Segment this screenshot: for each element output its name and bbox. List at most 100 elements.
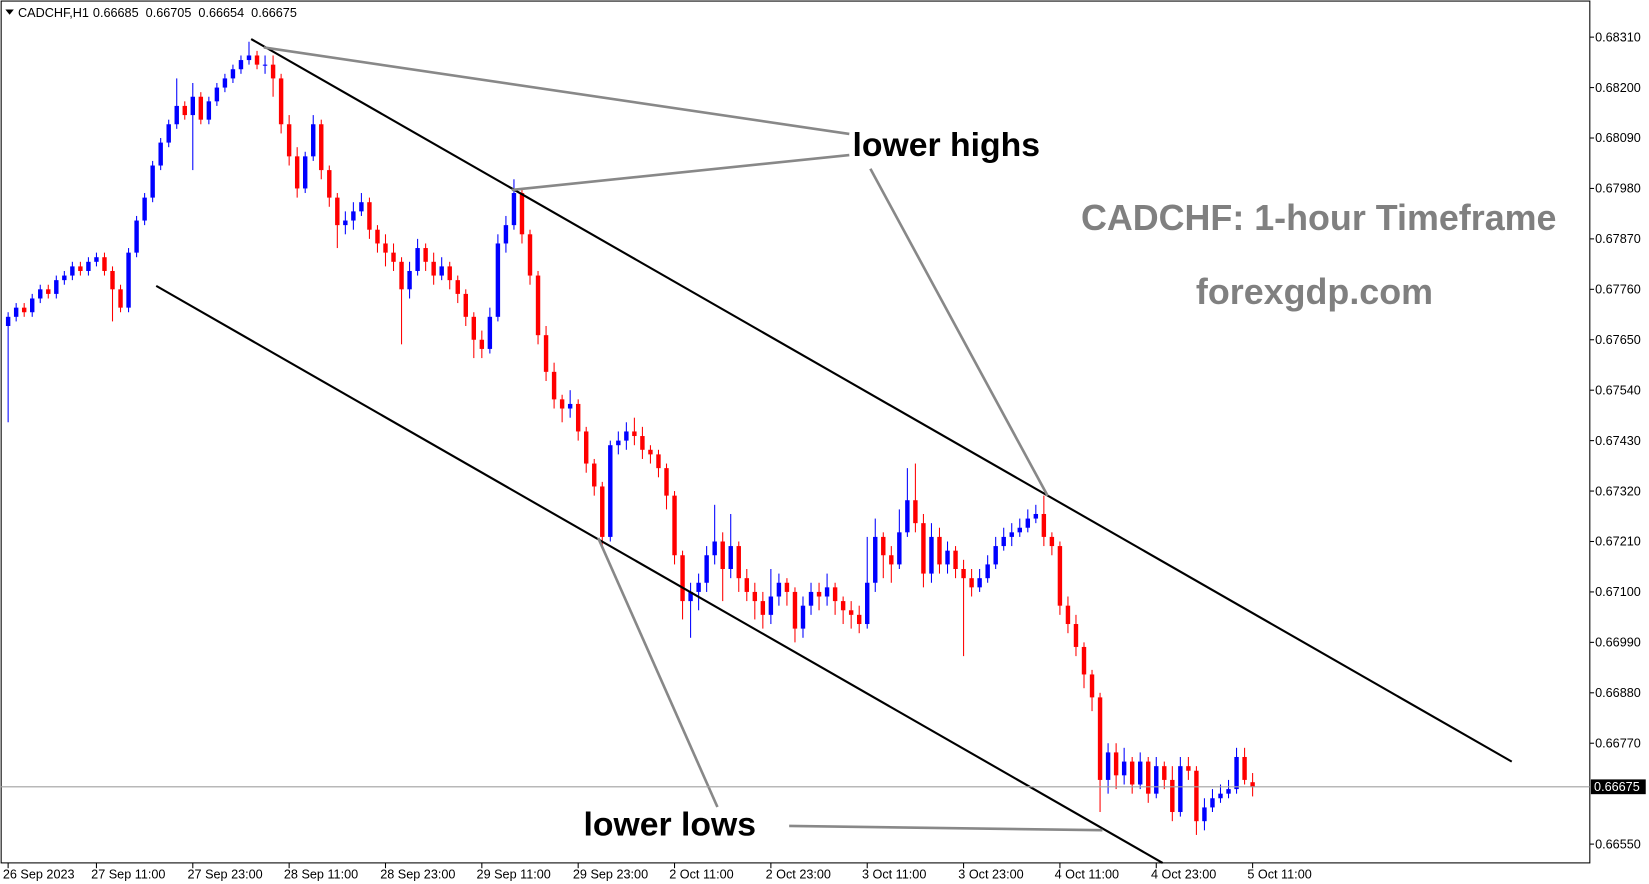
candle-body [5, 316, 11, 326]
candle-body [527, 234, 533, 276]
candle-body [294, 156, 300, 189]
pointer-line [869, 168, 1049, 497]
candle-body [664, 468, 669, 496]
candle-body [824, 587, 830, 597]
candle-body [399, 261, 404, 290]
candle-body [1025, 518, 1031, 528]
candle-body [535, 275, 541, 336]
candle-body [832, 587, 838, 602]
y-tick-label: 0.67430 [1595, 434, 1641, 448]
candle-body [214, 87, 220, 102]
candle-body [1234, 756, 1239, 790]
candle-body [86, 261, 91, 271]
candle-body [768, 596, 774, 615]
y-tick-label: 0.67980 [1595, 182, 1641, 196]
candle-body [1017, 527, 1022, 533]
price-label: 0.66675 [1594, 780, 1640, 794]
candle-body [431, 261, 436, 276]
candle-body [110, 270, 115, 290]
annotation: lower highs [852, 126, 1040, 164]
header-ohlc: 0.66685 [93, 6, 139, 20]
candle-body [985, 564, 990, 579]
candle-body [1250, 782, 1255, 787]
candle-body [1162, 766, 1167, 780]
candle-body [648, 449, 653, 455]
candle-body [600, 486, 605, 537]
candle-body [54, 280, 59, 294]
y-tick-label: 0.66550 [1595, 837, 1641, 851]
x-tick-label: 26 Sep 2023 [3, 868, 75, 882]
candle-body [969, 578, 974, 588]
watermark-site: forexgdp.com [1196, 272, 1433, 312]
candle-body [704, 555, 709, 583]
candle-body [270, 64, 276, 79]
candle-body [503, 225, 509, 244]
candle-body [471, 316, 477, 340]
y-tick-label: 0.66880 [1595, 686, 1641, 700]
candle-body [929, 536, 934, 574]
candle-body [118, 289, 123, 308]
y-tick-label: 0.67650 [1595, 333, 1641, 347]
candle-body [640, 436, 645, 450]
candle-body [728, 546, 733, 570]
candle-body [46, 289, 51, 294]
candle-body [961, 569, 966, 579]
candle-body [1218, 793, 1223, 799]
candle-body [575, 403, 581, 432]
candle-body [776, 582, 782, 597]
annotation: lower lows [583, 805, 756, 843]
y-tick-label: 0.68310 [1595, 30, 1641, 44]
candle-body [1081, 646, 1087, 675]
candle-body [343, 220, 348, 226]
candle-body [760, 601, 766, 615]
candle-body [696, 582, 701, 592]
candle-body [592, 463, 597, 487]
candle-body [848, 610, 854, 615]
candle-body [206, 101, 212, 120]
y-tick-label: 0.68200 [1595, 81, 1641, 95]
candle-body [174, 105, 179, 125]
candle-body [1210, 798, 1215, 808]
plot-frame [0, 0, 1591, 864]
candle-body [1049, 536, 1055, 547]
candle-body [921, 523, 926, 574]
candle-body [319, 124, 324, 171]
candle-body [608, 445, 613, 537]
y-tick-label: 0.68090 [1595, 131, 1641, 145]
y-tick-label: 0.67760 [1595, 283, 1641, 297]
candle-body [447, 266, 452, 281]
menu-arrow[interactable] [5, 9, 14, 15]
candle-body [1113, 752, 1119, 776]
candle-body [744, 578, 749, 592]
candle-body [70, 266, 75, 276]
price-label-box [1590, 779, 1646, 795]
candle-body [945, 550, 950, 565]
candle-body [278, 78, 284, 125]
candle-body [1129, 761, 1135, 785]
candle-body [977, 578, 982, 588]
candle-body [327, 170, 332, 198]
candle-body [222, 78, 228, 88]
y-tick-label: 0.66990 [1595, 636, 1641, 650]
candle-body [567, 403, 573, 409]
candle-body [30, 298, 35, 313]
y-tick-label: 0.66770 [1595, 736, 1641, 750]
candle-body [1202, 807, 1207, 822]
candle-body [816, 591, 822, 597]
header-ohlc: 0.66654 [198, 6, 244, 20]
candle-body [335, 197, 340, 226]
candle-body [302, 156, 308, 189]
x-tick-label: 28 Sep 23:00 [380, 868, 455, 882]
lower-channel-line [155, 284, 1164, 864]
candle-body [937, 536, 942, 565]
candle-body [1089, 674, 1095, 698]
candle-body [656, 454, 661, 469]
candle-body [150, 165, 155, 198]
pointer-line [511, 153, 850, 192]
candle-body [873, 536, 878, 583]
x-tick-label: 28 Sep 11:00 [284, 868, 358, 882]
candle-body [993, 546, 998, 565]
x-tick-label: 2 Oct 23:00 [766, 868, 831, 882]
candle-body [1097, 697, 1103, 780]
candle-body [415, 248, 420, 271]
